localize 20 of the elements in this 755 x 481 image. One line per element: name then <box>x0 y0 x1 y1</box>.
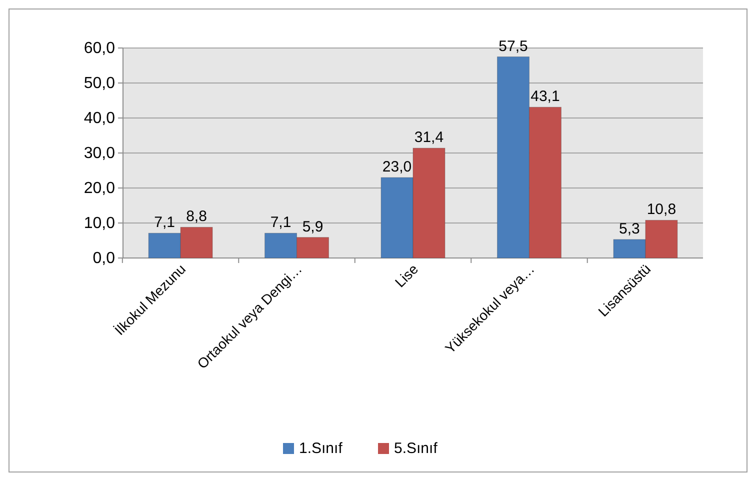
data-label: 5,3 <box>619 220 640 238</box>
data-label: 5,9 <box>302 218 324 236</box>
data-label: 23,0 <box>382 158 412 176</box>
legend-label: 5.Sınıf <box>394 440 438 457</box>
y-tick-label: 10,0 <box>84 215 116 232</box>
data-label: 8,8 <box>186 208 207 226</box>
legend-label: 1.Sınıf <box>299 440 344 457</box>
data-label: 10,8 <box>646 201 676 218</box>
data-label: 7,1 <box>270 214 292 232</box>
y-tick-label: 20,0 <box>84 180 116 197</box>
data-label: 43,1 <box>530 88 560 106</box>
data-label: 31,4 <box>414 129 444 146</box>
y-tick-label: 60,0 <box>84 40 116 57</box>
y-tick-label: 30,0 <box>84 145 116 162</box>
data-label: 7,1 <box>154 214 175 232</box>
data-label: 57,5 <box>498 38 528 55</box>
y-tick-label: 0,0 <box>92 250 116 267</box>
x-tick-label: Lise <box>392 260 422 290</box>
y-tick-label: 40,0 <box>84 110 116 127</box>
y-tick-label: 50,0 <box>84 75 116 92</box>
